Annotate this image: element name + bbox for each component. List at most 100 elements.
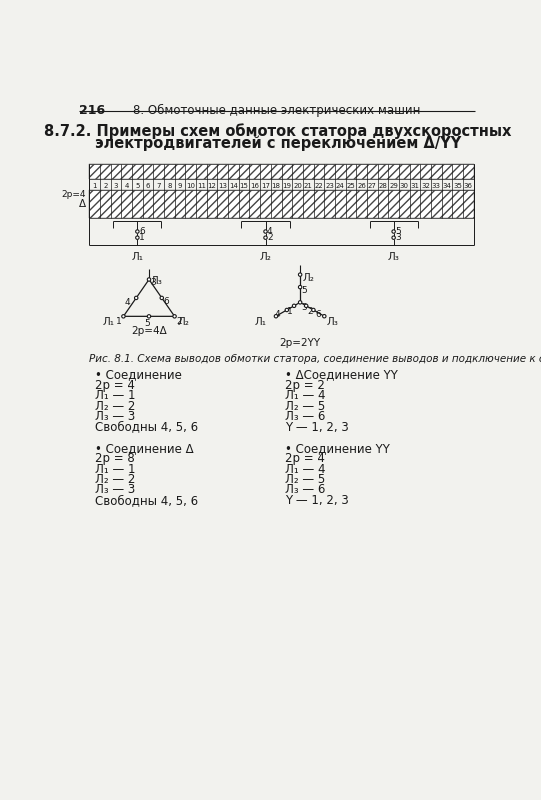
Text: 36: 36 bbox=[464, 183, 473, 189]
Text: 2: 2 bbox=[176, 317, 182, 326]
Text: 22: 22 bbox=[314, 183, 324, 189]
Text: 7: 7 bbox=[156, 183, 161, 189]
Text: 11: 11 bbox=[197, 183, 206, 189]
Text: 24: 24 bbox=[336, 183, 345, 189]
Text: • ΔСоединение YY: • ΔСоединение YY bbox=[285, 369, 398, 382]
Text: 5: 5 bbox=[135, 183, 140, 189]
Text: 8. Обмоточные данные электрических машин: 8. Обмоточные данные электрических машин bbox=[133, 104, 420, 117]
Text: 15: 15 bbox=[240, 183, 249, 189]
Text: 2p=4: 2p=4 bbox=[62, 190, 86, 199]
Text: 1: 1 bbox=[116, 317, 122, 326]
Text: Л₃: Л₃ bbox=[150, 277, 162, 286]
Circle shape bbox=[392, 236, 395, 239]
Bar bbox=[89, 190, 474, 218]
Text: Л₂: Л₂ bbox=[177, 317, 189, 327]
Text: 5: 5 bbox=[302, 286, 307, 295]
Text: 4: 4 bbox=[275, 310, 281, 319]
Text: Л₁ — 1: Л₁ — 1 bbox=[95, 462, 135, 475]
Text: 10: 10 bbox=[186, 183, 195, 189]
Text: 29: 29 bbox=[389, 183, 398, 189]
Text: 8: 8 bbox=[167, 183, 171, 189]
Circle shape bbox=[160, 296, 163, 300]
Text: Л₃: Л₃ bbox=[388, 251, 400, 262]
Text: 5: 5 bbox=[144, 319, 150, 329]
Text: 2: 2 bbox=[308, 306, 313, 315]
Text: 31: 31 bbox=[411, 183, 419, 189]
Text: 3: 3 bbox=[302, 303, 307, 312]
Text: Л₂ — 2: Л₂ — 2 bbox=[95, 400, 135, 413]
Text: 13: 13 bbox=[219, 183, 227, 189]
Text: 2p=2YY: 2p=2YY bbox=[280, 338, 321, 348]
Text: 6: 6 bbox=[315, 310, 321, 319]
Text: 2p = 2: 2p = 2 bbox=[285, 379, 325, 392]
Text: 1: 1 bbox=[139, 233, 144, 242]
Text: 9: 9 bbox=[178, 183, 182, 189]
Text: 2: 2 bbox=[103, 183, 108, 189]
Circle shape bbox=[173, 314, 176, 318]
Text: электродвигателей с переключением Δ/YY: электродвигателей с переключением Δ/YY bbox=[95, 135, 461, 150]
Text: Рис. 8.1. Схема выводов обмотки статора, соединение выводов и подключение к сети: Рис. 8.1. Схема выводов обмотки статора,… bbox=[89, 354, 541, 364]
Text: Свободны 4, 5, 6: Свободны 4, 5, 6 bbox=[95, 421, 198, 434]
Circle shape bbox=[122, 314, 125, 318]
Circle shape bbox=[147, 278, 151, 281]
Text: Δ: Δ bbox=[79, 199, 86, 209]
Circle shape bbox=[292, 304, 296, 307]
Text: 4: 4 bbox=[124, 183, 129, 189]
Text: Л₃ — 6: Л₃ — 6 bbox=[285, 410, 325, 423]
Circle shape bbox=[264, 230, 267, 234]
Text: 5: 5 bbox=[395, 227, 401, 236]
Circle shape bbox=[312, 308, 315, 312]
Circle shape bbox=[274, 314, 278, 318]
Text: Л₂: Л₂ bbox=[260, 251, 272, 262]
Text: 3: 3 bbox=[114, 183, 118, 189]
Circle shape bbox=[299, 301, 302, 304]
Text: 17: 17 bbox=[261, 183, 270, 189]
Text: 23: 23 bbox=[325, 183, 334, 189]
Text: 2p = 4: 2p = 4 bbox=[95, 379, 135, 392]
Circle shape bbox=[136, 236, 139, 239]
Circle shape bbox=[135, 296, 138, 300]
Circle shape bbox=[285, 308, 288, 312]
Text: 19: 19 bbox=[282, 183, 292, 189]
Circle shape bbox=[299, 273, 302, 276]
Text: Л₁: Л₁ bbox=[131, 251, 143, 262]
Text: 6: 6 bbox=[163, 297, 169, 306]
Text: 1: 1 bbox=[93, 183, 97, 189]
Bar bbox=[89, 190, 474, 218]
Text: Л₁ — 4: Л₁ — 4 bbox=[285, 390, 325, 402]
Text: • Соединение YY: • Соединение YY bbox=[285, 442, 390, 454]
Text: Л₃ — 3: Л₃ — 3 bbox=[95, 483, 135, 496]
Circle shape bbox=[392, 230, 395, 234]
Text: 2p = 4: 2p = 4 bbox=[285, 452, 325, 465]
Text: 30: 30 bbox=[400, 183, 409, 189]
Text: 6: 6 bbox=[139, 227, 144, 236]
Bar bbox=[89, 164, 474, 179]
Text: Л₂ — 5: Л₂ — 5 bbox=[285, 400, 325, 413]
Text: 20: 20 bbox=[293, 183, 302, 189]
Text: 33: 33 bbox=[432, 183, 441, 189]
Text: 26: 26 bbox=[357, 183, 366, 189]
Text: Л₁ — 4: Л₁ — 4 bbox=[285, 462, 325, 475]
Text: 2p = 8: 2p = 8 bbox=[95, 452, 135, 465]
Text: 27: 27 bbox=[368, 183, 377, 189]
Text: 12: 12 bbox=[208, 183, 216, 189]
Text: • Соединение: • Соединение bbox=[95, 369, 182, 382]
Text: Л₁: Л₁ bbox=[102, 317, 114, 327]
Text: 28: 28 bbox=[379, 183, 387, 189]
Circle shape bbox=[322, 314, 326, 318]
Text: 1: 1 bbox=[287, 306, 293, 315]
Circle shape bbox=[147, 314, 151, 318]
Text: 3: 3 bbox=[395, 233, 401, 242]
Text: Л₂: Л₂ bbox=[302, 273, 314, 283]
Bar bbox=[89, 164, 474, 179]
Text: 35: 35 bbox=[453, 183, 462, 189]
Text: 216: 216 bbox=[79, 104, 105, 117]
Text: 2: 2 bbox=[267, 233, 273, 242]
Text: Л₃: Л₃ bbox=[327, 317, 339, 327]
Circle shape bbox=[136, 230, 139, 234]
Text: 25: 25 bbox=[347, 183, 355, 189]
Text: Л₃ — 3: Л₃ — 3 bbox=[95, 410, 135, 423]
Text: • Соединение Δ: • Соединение Δ bbox=[95, 442, 193, 454]
Text: Л₂ — 2: Л₂ — 2 bbox=[95, 473, 135, 486]
Text: 34: 34 bbox=[443, 183, 452, 189]
